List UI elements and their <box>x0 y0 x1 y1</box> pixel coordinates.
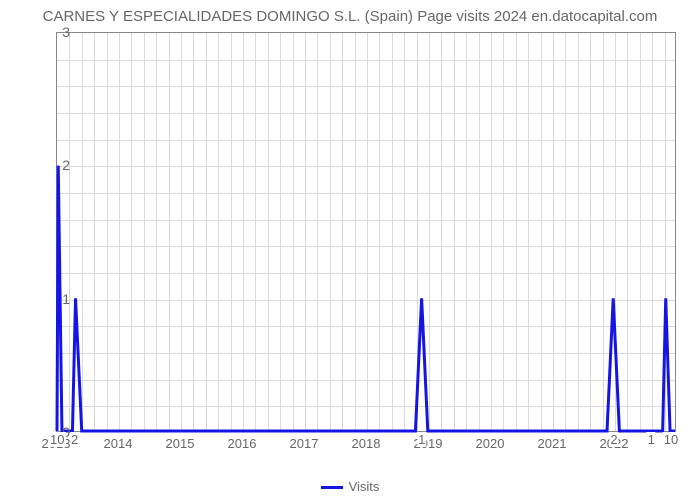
value-label: 1 <box>647 432 656 447</box>
value-label: 10 <box>663 432 679 447</box>
x-tick-label: 2015 <box>166 436 195 451</box>
value-label: 10 <box>49 432 65 447</box>
plot-area <box>56 32 676 432</box>
x-tick-label: 2017 <box>290 436 319 451</box>
x-tick-label: 2018 <box>352 436 381 451</box>
line-series <box>57 33 675 431</box>
value-label: 1 <box>417 432 426 447</box>
x-tick-label: 2014 <box>104 436 133 451</box>
value-label: 2 <box>70 432 79 447</box>
y-tick-label: 1 <box>46 291 70 307</box>
chart-title: CARNES Y ESPECIALIDADES DOMINGO S.L. (Sp… <box>0 8 700 25</box>
y-tick-label: 3 <box>46 24 70 40</box>
value-label: 2 <box>609 432 618 447</box>
chart-area <box>56 32 676 432</box>
y-tick-label: 2 <box>46 157 70 173</box>
legend: Visits <box>0 479 700 494</box>
x-tick-label: 2020 <box>476 436 505 451</box>
x-tick-label: 2021 <box>538 436 567 451</box>
legend-label: Visits <box>349 479 380 494</box>
x-tick-label: 2016 <box>228 436 257 451</box>
legend-swatch <box>321 486 343 489</box>
